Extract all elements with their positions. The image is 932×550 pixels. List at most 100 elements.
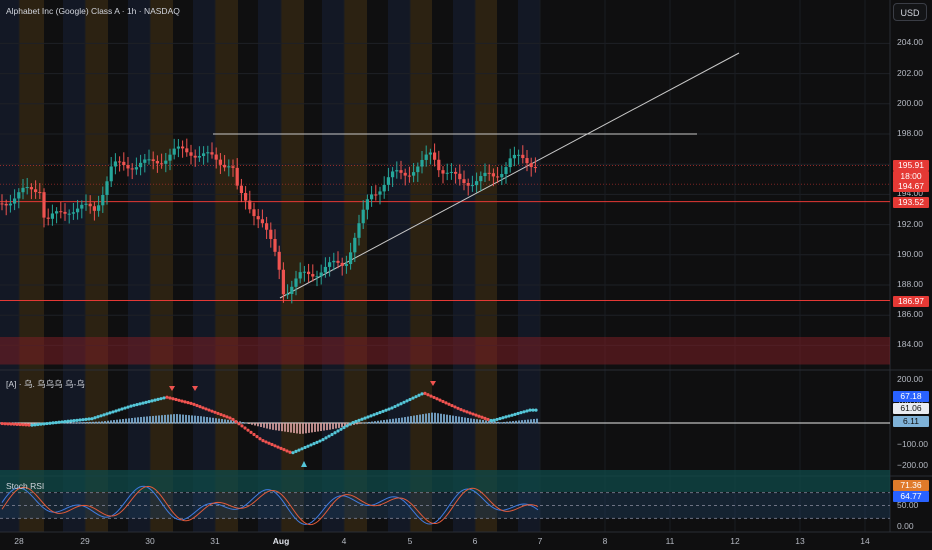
trend-line (279, 52, 740, 299)
candle-body (97, 205, 101, 211)
signal-dot (222, 414, 226, 418)
signal-dot (414, 395, 418, 399)
histogram-bar (101, 421, 103, 424)
histogram-bar (239, 421, 241, 424)
candle-body (517, 154, 521, 156)
candle-body (521, 154, 525, 159)
indicator-title[interactable]: [A] · 乌. 乌乌乌 乌-乌 (6, 379, 85, 389)
time-tick-label: 14 (860, 536, 870, 546)
time-tick-label: 8 (602, 536, 608, 546)
histogram-bar (242, 421, 244, 424)
sell-marker (192, 386, 198, 391)
histogram-bar (455, 416, 457, 424)
signal-dot (132, 403, 136, 407)
candle-body (370, 194, 374, 200)
histogram-bar (392, 418, 394, 424)
candle-body (248, 200, 252, 210)
price-tick-label: 194.00 (897, 188, 923, 199)
signal-dot (441, 399, 445, 404)
histogram-bar (260, 423, 262, 428)
histogram-bar (458, 416, 460, 424)
buy-marker (301, 461, 307, 467)
histogram-bar (347, 423, 349, 427)
signal-dot (231, 417, 235, 422)
candle-body (8, 203, 12, 206)
candle-body (0, 203, 4, 205)
histogram-bar (65, 422, 67, 424)
candle-body (454, 171, 458, 174)
signal-dot (147, 400, 151, 404)
candle-body (244, 193, 248, 201)
signal-dot (393, 404, 397, 409)
histogram-bar (83, 422, 85, 424)
signal-dot (9, 422, 13, 426)
histogram-bar (173, 414, 175, 424)
histogram-bar (182, 414, 184, 424)
signal-dot (126, 405, 130, 409)
signal-dot (225, 415, 229, 419)
signal-dot (189, 401, 193, 405)
histogram-bar (422, 414, 424, 424)
signal-dot (210, 409, 214, 413)
signal-dot (300, 447, 304, 451)
signal-dot (525, 409, 529, 413)
candle-body (399, 170, 403, 173)
session-band (85, 0, 108, 532)
session-band (344, 0, 367, 532)
signal-dot (471, 412, 475, 416)
candle-body (332, 260, 336, 263)
currency-button[interactable]: USD (893, 3, 927, 21)
signal-dot (261, 439, 265, 443)
histogram-bar (293, 423, 295, 433)
signal-dot (117, 408, 121, 412)
candle-body (353, 237, 357, 253)
histogram-bar (338, 423, 340, 428)
signal-dot (12, 422, 16, 426)
signal-dot (42, 422, 46, 426)
stoch-k-line (1, 485, 539, 525)
histogram-bar (215, 418, 217, 424)
signal-dot (534, 408, 538, 412)
signal-dot (78, 418, 82, 422)
histogram-bar (320, 423, 322, 432)
signal-dot (384, 408, 388, 412)
histogram-bar (479, 419, 481, 424)
signal-dot (465, 410, 469, 414)
histogram-bar (440, 413, 442, 424)
signal-dot (93, 416, 97, 420)
signal-dot (90, 417, 94, 421)
histogram-bar (263, 423, 265, 428)
signal-dot (177, 398, 181, 402)
candle-body (525, 158, 529, 164)
signal-dot (483, 416, 487, 420)
candle-body (533, 167, 537, 169)
signal-dot (21, 423, 25, 427)
candle-body (80, 204, 84, 209)
stoch-d-line (1, 485, 539, 526)
signal-dot (150, 399, 154, 403)
stoch-rsi-title[interactable]: Stoch RSI (6, 481, 45, 491)
signal-dot (495, 417, 499, 422)
session-band (518, 0, 540, 532)
histogram-bar (494, 421, 496, 424)
signal-dot (507, 414, 511, 418)
signal-dot (123, 406, 127, 410)
candle-body (42, 192, 46, 218)
signal-dot (282, 448, 286, 452)
candle-body (92, 206, 96, 211)
signal-dot (24, 423, 28, 427)
histogram-bar (206, 417, 208, 424)
price-tick-label: 202.00 (897, 67, 923, 78)
signal-dot (108, 411, 112, 415)
price-tick-label: 190.00 (897, 248, 923, 259)
candle-body (105, 181, 109, 195)
signal-dot (399, 402, 403, 406)
candle-body (336, 260, 340, 263)
candle-body (67, 213, 71, 215)
histogram-bar (326, 423, 328, 431)
signal-dot (309, 443, 313, 447)
signal-dot (258, 437, 262, 441)
histogram-bar (254, 423, 256, 426)
overbought-zone (0, 337, 890, 365)
